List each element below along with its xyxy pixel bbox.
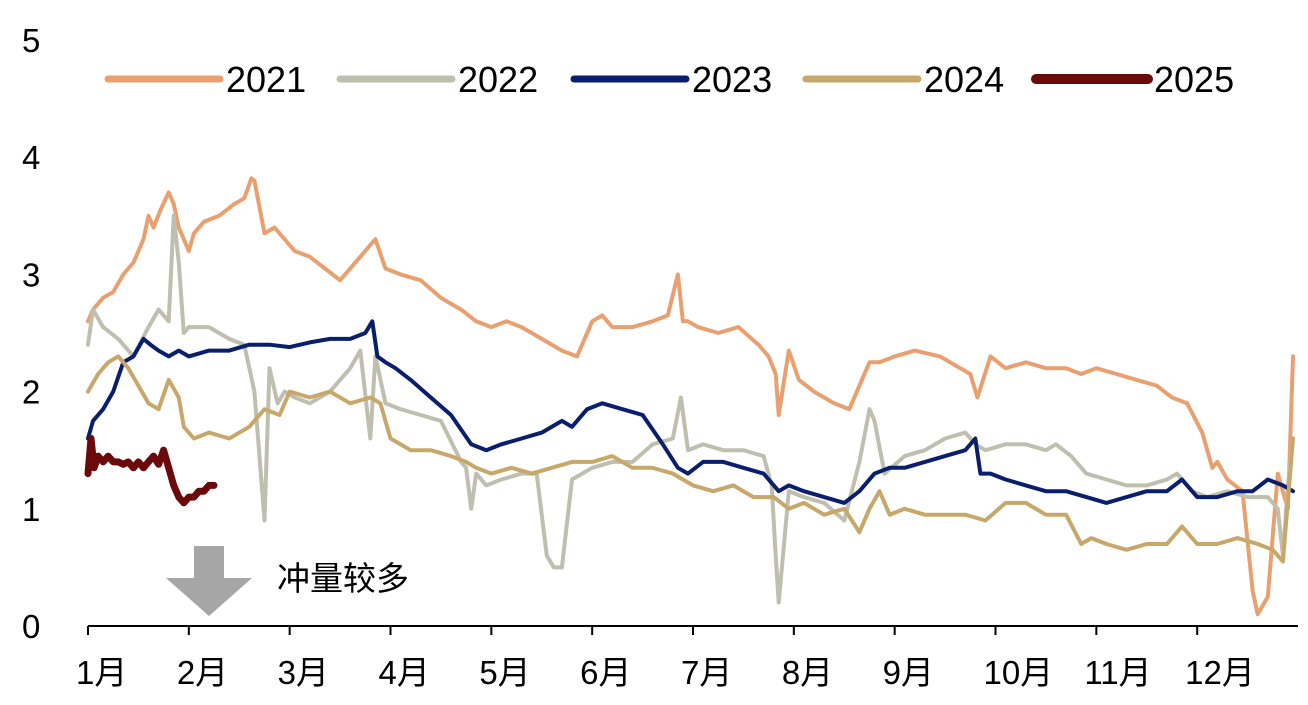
x-tick-label: 1月 (76, 654, 127, 691)
series-line-2023 (86, 319, 1295, 505)
legend-label-2023: 2023 (692, 59, 772, 100)
y-tick-label: 2 (22, 374, 40, 411)
y-tick-label: 0 (22, 608, 40, 645)
x-tick-label: 8月 (782, 654, 833, 691)
x-tick-label: 9月 (883, 654, 934, 691)
series-line-2025 (84, 435, 218, 507)
y-axis-tick-labels: 0 1 2 3 4 5 (22, 22, 40, 645)
y-tick-label: 4 (22, 139, 40, 176)
legend-label-2022: 2022 (458, 59, 538, 100)
down-arrow-icon (166, 546, 252, 616)
series-layer (84, 176, 1295, 617)
x-tick-label: 2月 (177, 654, 228, 691)
series-line-2021 (86, 176, 1295, 617)
y-tick-label: 5 (22, 22, 40, 59)
x-tick-label: 3月 (278, 654, 329, 691)
x-tick-label: 10月 (984, 654, 1054, 691)
series-line-2022 (86, 213, 1295, 605)
x-axis: 1月 2月 3月 4月 5月 6月 7月 8月 9月 10月 11月 12月 (76, 625, 1298, 691)
y-tick-label: 1 (22, 491, 40, 528)
legend-label-2021: 2021 (226, 59, 306, 100)
x-tick-label: 12月 (1185, 654, 1255, 691)
annotation-text: 冲量较多 (277, 560, 409, 597)
x-tick-label: 6月 (580, 654, 631, 691)
legend-label-2025: 2025 (1154, 59, 1234, 100)
x-tick-label: 5月 (479, 654, 530, 691)
x-tick-label: 7月 (681, 654, 732, 691)
series-line-2024 (86, 354, 1295, 564)
x-tick-label: 11月 (1084, 654, 1151, 691)
legend: 2021 2022 2023 2024 2025 (104, 59, 1234, 100)
x-tick-label: 4月 (379, 654, 430, 691)
legend-label-2024: 2024 (924, 59, 1004, 100)
annotation: 冲量较多 (166, 546, 409, 616)
y-tick-label: 3 (22, 256, 40, 293)
